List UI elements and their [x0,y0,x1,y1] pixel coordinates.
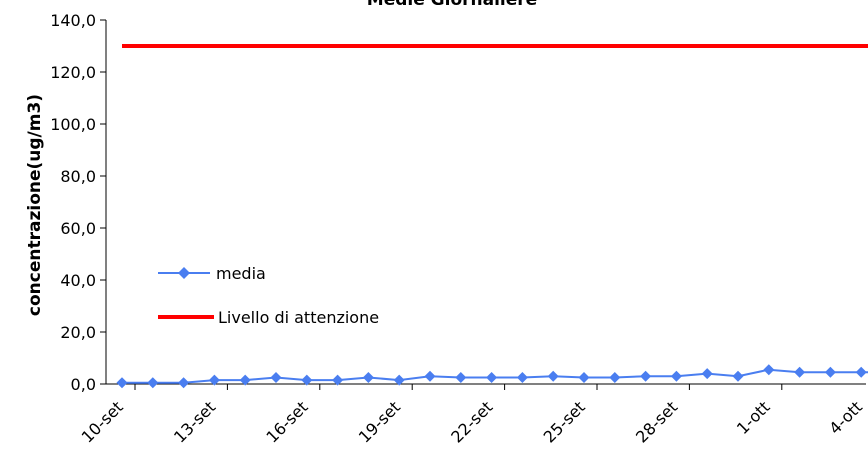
y-tick-label: 140,0 [50,11,96,30]
media-data-point [208,374,220,386]
y-tick-label: 80,0 [60,167,96,186]
media-data-point [393,374,405,386]
x-tick-label: 4-ott [825,397,866,438]
media-data-point [794,366,806,378]
media-data-point [486,372,498,383]
x-tick-label: 1-ott [733,397,774,438]
media-data-point [301,374,313,386]
x-tick-label: 22-set [447,397,496,446]
media-data-point [824,366,836,378]
plot-area: 0,0 20,0 40,0 60,0 80,0 100,0 120,0 140,0 10-set… [50,11,868,447]
legend-label-attention: Livello di attenzione [218,308,379,327]
y-tick-label: 0,0 [71,375,96,394]
media-data-point [516,372,528,383]
media-data-point [547,370,559,382]
media-data-point [455,372,467,383]
media-data-point [732,370,744,382]
media-data-point [763,364,775,376]
chart-title: Medie Giornaliere [367,0,537,10]
y-axis-label: concentrazione(ug/m3) [25,94,45,316]
media-data-point [670,370,682,382]
media-data-point [855,366,867,378]
media-data-point [640,370,652,382]
media-data-point [362,372,374,383]
legend-label-media: media [216,264,266,283]
media-data-point [701,368,713,380]
media-data-point [578,372,590,383]
x-tick-label: 19-set [355,397,404,446]
y-tick-label: 20,0 [60,323,96,342]
legend: media Livello di attenzione [158,264,379,327]
y-tick-label: 40,0 [60,271,96,290]
y-tick-label: 60,0 [60,219,96,238]
x-tick-label: 16-set [262,397,311,446]
media-data-point [239,374,251,386]
x-tick-label: 28-set [632,397,681,446]
media-data-point [424,370,436,382]
legend-media-marker-swatch [178,267,190,279]
media-data-point [332,374,344,386]
x-tick-label: 25-set [540,397,589,446]
media-data-point [270,372,282,383]
x-tick-label: 13-set [170,397,219,446]
media-data-point [147,377,159,389]
x-tick-label: 10-set [78,397,127,446]
y-tick-label: 120,0 [50,63,96,82]
media-data-point [609,372,621,383]
media-data-point [178,377,190,389]
media-series-line [122,368,868,384]
media-data-point [116,377,128,389]
y-tick-label: 100,0 [50,115,96,134]
